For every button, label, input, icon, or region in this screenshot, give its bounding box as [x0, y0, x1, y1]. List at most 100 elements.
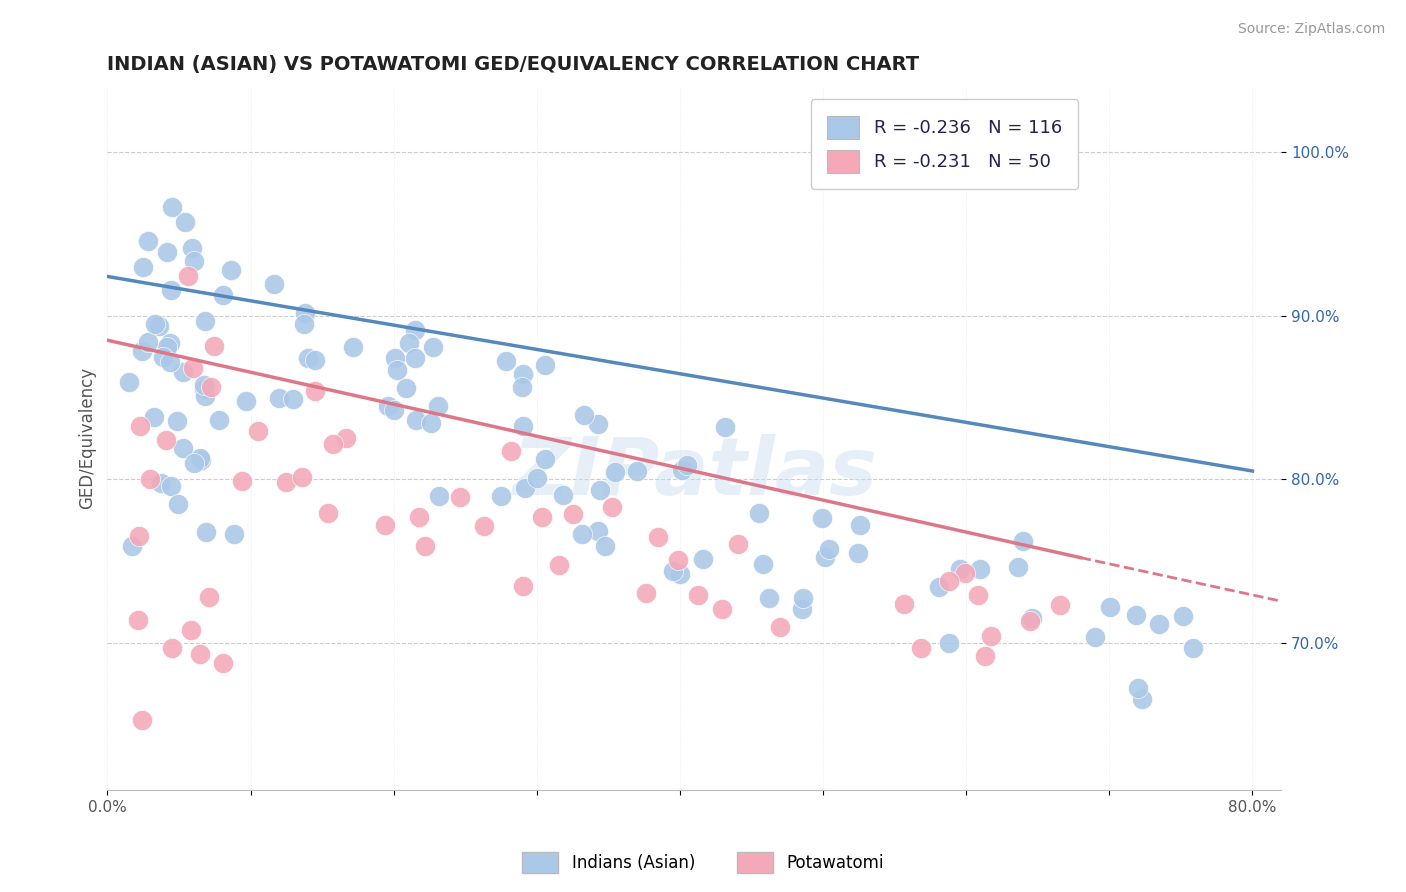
Point — [810, 511, 832, 525]
Point — [322, 437, 344, 451]
Point — [176, 268, 198, 283]
Point — [131, 343, 153, 358]
Point — [294, 306, 316, 320]
Point — [600, 500, 623, 515]
Point — [427, 489, 450, 503]
Point — [152, 350, 174, 364]
Point — [342, 340, 364, 354]
Point — [202, 339, 225, 353]
Point — [131, 260, 153, 274]
Point — [928, 580, 950, 594]
Point — [489, 489, 512, 503]
Point — [405, 322, 427, 336]
Point — [531, 509, 554, 524]
Point — [395, 381, 418, 395]
Point — [1149, 617, 1171, 632]
Point — [377, 399, 399, 413]
Point — [512, 579, 534, 593]
Point — [160, 283, 183, 297]
Point — [247, 425, 270, 439]
Point — [501, 443, 523, 458]
Point — [183, 456, 205, 470]
Point — [160, 200, 183, 214]
Point — [159, 335, 181, 350]
Point — [949, 562, 972, 576]
Text: INDIAN (ASIAN) VS POTAWATOMI GED/EQUIVALENCY CORRELATION CHART: INDIAN (ASIAN) VS POTAWATOMI GED/EQUIVAL… — [107, 55, 920, 74]
Point — [292, 317, 315, 331]
Point — [551, 488, 574, 502]
Point — [180, 623, 202, 637]
Point — [405, 412, 427, 426]
Point — [231, 474, 253, 488]
Point — [156, 340, 179, 354]
Point — [969, 562, 991, 576]
Point — [148, 318, 170, 333]
Point — [160, 640, 183, 655]
Point — [686, 588, 709, 602]
Point — [193, 382, 215, 396]
Point — [589, 483, 612, 497]
Point — [472, 519, 495, 533]
Point — [769, 619, 792, 633]
Point — [155, 244, 177, 259]
Point — [166, 414, 188, 428]
Point — [136, 335, 159, 350]
Point — [143, 409, 166, 424]
Point — [398, 336, 420, 351]
Point — [193, 378, 215, 392]
Point — [304, 352, 326, 367]
Point — [973, 648, 995, 663]
Point — [1007, 559, 1029, 574]
Point — [668, 566, 690, 581]
Point — [188, 647, 211, 661]
Point — [422, 340, 444, 354]
Point — [1021, 611, 1043, 625]
Point — [172, 365, 194, 379]
Point — [235, 393, 257, 408]
Point — [595, 539, 617, 553]
Point — [408, 509, 430, 524]
Point — [647, 530, 669, 544]
Point — [814, 550, 837, 565]
Point — [1126, 681, 1149, 696]
Point — [183, 253, 205, 268]
Point — [449, 490, 471, 504]
Point — [291, 469, 314, 483]
Point — [513, 481, 536, 495]
Point — [534, 358, 557, 372]
Point — [404, 351, 426, 366]
Point — [1018, 614, 1040, 628]
Point — [385, 363, 408, 377]
Point — [1181, 641, 1204, 656]
Point — [200, 379, 222, 393]
Point — [512, 418, 534, 433]
Point — [121, 539, 143, 553]
Point — [671, 462, 693, 476]
Point — [274, 475, 297, 489]
Point — [195, 524, 218, 539]
Point — [512, 380, 534, 394]
Point — [668, 553, 690, 567]
Point — [586, 417, 609, 432]
Point — [495, 354, 517, 368]
Point — [136, 235, 159, 249]
Point — [626, 464, 648, 478]
Point — [183, 361, 205, 376]
Point — [792, 591, 814, 605]
Point — [316, 506, 339, 520]
Point — [846, 546, 869, 560]
Text: Source: ZipAtlas.com: Source: ZipAtlas.com — [1237, 22, 1385, 37]
Point — [938, 574, 960, 588]
Point — [180, 241, 202, 255]
Point — [526, 471, 548, 485]
Point — [548, 558, 571, 572]
Point — [714, 420, 737, 434]
Point — [382, 403, 405, 417]
Point — [561, 508, 583, 522]
Legend: R = -0.236   N = 116, R = -0.231   N = 50: R = -0.236 N = 116, R = -0.231 N = 50 — [811, 99, 1078, 189]
Point — [160, 478, 183, 492]
Point — [818, 542, 841, 557]
Point — [533, 452, 555, 467]
Point — [208, 413, 231, 427]
Point — [117, 375, 139, 389]
